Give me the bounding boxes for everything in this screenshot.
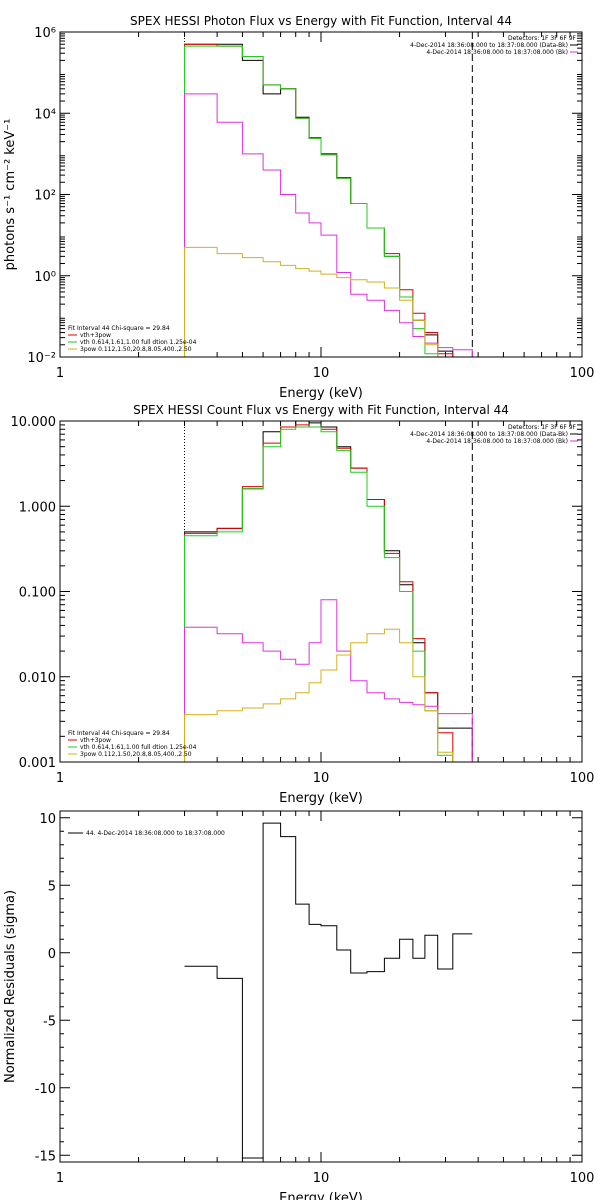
legend-right-header: Detectors: 1F 3F 6F 9F (508, 424, 577, 431)
x-axis-label: Energy (keV) (279, 1191, 363, 1200)
residuals-panel: 1 10 100 -15 -10 -5 0 5 10 Energy (keV) Normalized… (3, 810, 595, 1200)
x-tick-label: 100 (570, 771, 595, 786)
series-line-4 (184, 628, 454, 762)
y-axis-label: photons s⁻¹ cm⁻² keV⁻¹ (3, 119, 18, 271)
y-tick-label: 10⁶ (34, 26, 56, 41)
y-tick-label: 0.010 (19, 671, 56, 686)
legend-left-entry: 3pow 0.112,1.50,20.8,8.05,400.,2.50 (80, 751, 192, 758)
legend-left-entry: 44. 4-Dec-2014 18:36:08.000 to 18:37:08.… (86, 830, 225, 837)
legend-right-entry: 4-Dec-2014 18:36:08.000 to 18:37:08.000 … (410, 42, 568, 49)
legend-right-entry: 4-Dec-2014 18:36:08.000 to 18:37:08.000 … (410, 431, 568, 438)
y-tick-label: 10⁴ (34, 107, 56, 122)
plot-frame (59, 810, 583, 1163)
y-tick-label: 0 (48, 947, 56, 962)
chart-title: SPEX HESSI Photon Flux vs Energy with Fi… (130, 14, 512, 28)
legend-right-entry: 4-Dec-2014 18:36:08.000 to 18:37:08.000 … (426, 49, 568, 56)
x-tick-label: 1 (56, 771, 64, 786)
series-line-2 (184, 426, 454, 762)
count-flux-panel: SPEX HESSI Count Flux vs Energy with Fit… (11, 403, 595, 806)
legend-left-header: Fit Interval 44 Chi-square = 29.84 (68, 325, 170, 332)
y-tick-label: -10 (35, 1082, 56, 1097)
y-tick-label: 0.100 (19, 586, 56, 601)
y-tick-label: 10 (39, 812, 56, 827)
series-line-0 (184, 822, 473, 1159)
x-tick-label: 10 (313, 1171, 330, 1186)
legend-left-entry: 3pow 0.112,1.50,20.8,8.05,400.,2.50 (80, 346, 192, 353)
y-tick-label: 10⁰ (34, 270, 56, 285)
legend-left-header: Fit Interval 44 Chi-square = 29.84 (68, 730, 170, 737)
legend-right-header: Detectors: 1F 3F 6F 9F (508, 35, 577, 42)
x-axis-label: Energy (keV) (279, 386, 363, 401)
legend-right-entry: 4-Dec-2014 18:36:08.000 to 18:37:08.000 … (426, 438, 568, 445)
y-tick-label: -15 (35, 1149, 56, 1164)
chart-title: SPEX HESSI Count Flux vs Energy with Fit… (133, 403, 509, 417)
y-tick-label: 5 (48, 879, 56, 894)
y-tick-label: 10² (34, 189, 56, 204)
photon-flux-panel: SPEX HESSI Photon Flux vs Energy with Fi… (3, 14, 594, 401)
legend-left-entry: vth 0.614,1.61,1.00 full dtion 1.25e-04 (80, 339, 197, 346)
y-tick-label: 10.000 (11, 415, 57, 430)
y-axis-label: Normalized Residuals (sigma) (3, 890, 18, 1083)
x-tick-label: 100 (570, 1171, 595, 1186)
x-axis-label: Energy (keV) (279, 791, 363, 806)
legend-left-entry: vth+3pow (80, 737, 111, 744)
y-tick-label: 10⁻² (27, 351, 56, 366)
x-tick-label: 10 (313, 771, 330, 786)
y-tick-label: 0.001 (19, 756, 56, 771)
series-line-4 (184, 246, 453, 358)
y-tick-label: -5 (43, 1014, 56, 1029)
legend-left-entry: vth+3pow (80, 332, 111, 339)
y-tick-label: 1.000 (19, 500, 56, 515)
x-tick-label: 1 (56, 1171, 64, 1186)
x-tick-label: 10 (313, 366, 330, 381)
x-tick-label: 100 (570, 366, 595, 381)
legend-left-entry: vth 0.614,1.61,1.00 full dtion 1.25e-04 (80, 744, 197, 751)
plot-frame (59, 420, 583, 763)
series-line-3 (184, 93, 473, 357)
plot-frame (59, 31, 583, 358)
x-tick-label: 1 (56, 366, 64, 381)
